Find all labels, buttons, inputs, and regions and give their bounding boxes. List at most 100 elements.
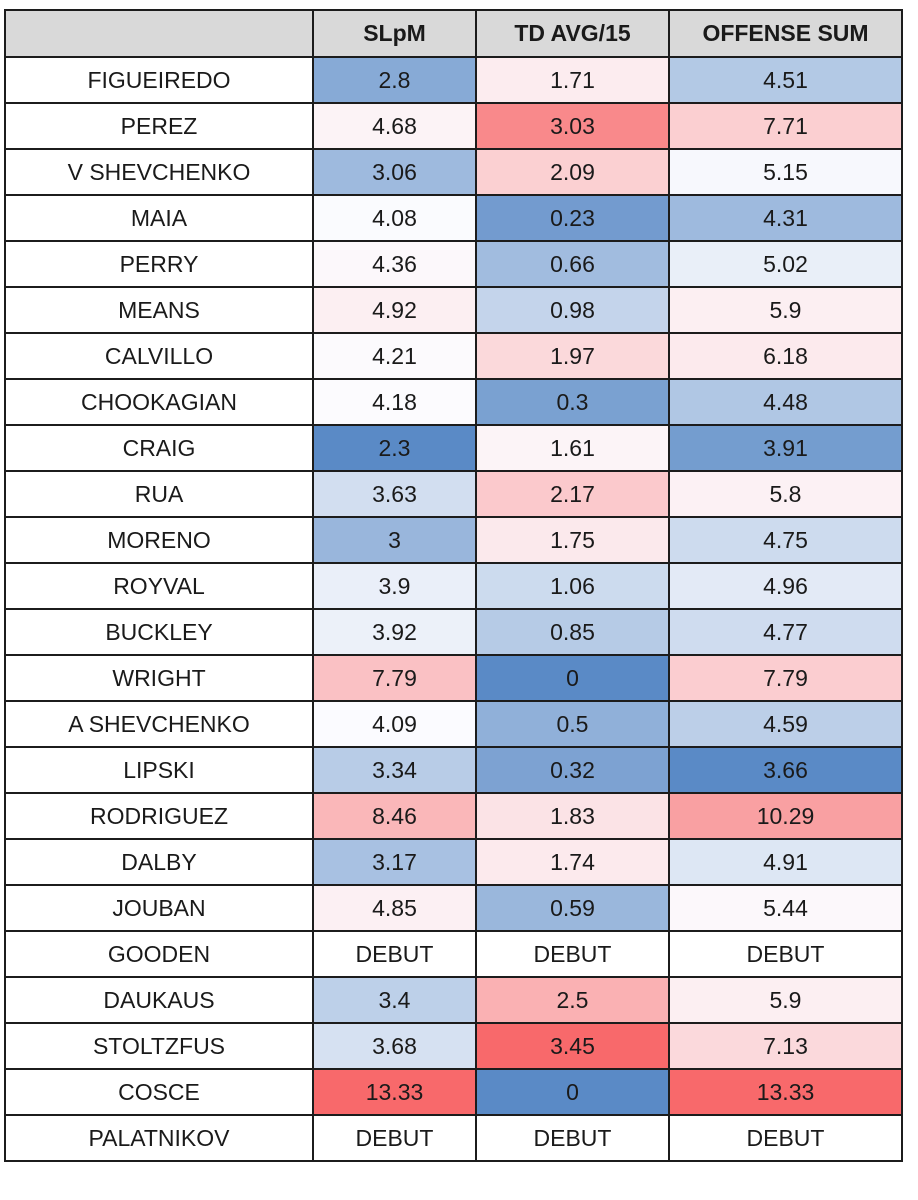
table-row: MEANS 4.92 0.98 5.9 (4, 286, 903, 334)
table-row: CHOOKAGIAN 4.18 0.3 4.48 (4, 378, 903, 426)
fighter-name-cell: CHOOKAGIAN (4, 378, 314, 426)
td-avg-cell: 2.17 (475, 470, 670, 518)
table-row: LIPSKI 3.34 0.32 3.66 (4, 746, 903, 794)
slpm-cell: 3.63 (312, 470, 477, 518)
table-row: MAIA 4.08 0.23 4.31 (4, 194, 903, 242)
td-avg-cell: DEBUT (475, 1114, 670, 1162)
offense-sum-cell: 4.48 (668, 378, 903, 426)
offense-sum-cell: 4.31 (668, 194, 903, 242)
slpm-cell: 4.09 (312, 700, 477, 748)
table-row: ROYVAL 3.9 1.06 4.96 (4, 562, 903, 610)
table-row: MORENO 3 1.75 4.75 (4, 516, 903, 564)
fighter-name-cell: MEANS (4, 286, 314, 334)
offense-sum-cell: 5.02 (668, 240, 903, 288)
fighter-name-cell: ROYVAL (4, 562, 314, 610)
td-avg-cell: 3.45 (475, 1022, 670, 1070)
slpm-cell: 3.9 (312, 562, 477, 610)
slpm-cell: 4.18 (312, 378, 477, 426)
table-row: A SHEVCHENKO 4.09 0.5 4.59 (4, 700, 903, 748)
td-avg-cell: 0.98 (475, 286, 670, 334)
fighter-name-cell: STOLTZFUS (4, 1022, 314, 1070)
slpm-cell: 4.36 (312, 240, 477, 288)
fighter-name-cell: MAIA (4, 194, 314, 242)
td-avg-cell: DEBUT (475, 930, 670, 978)
table-body: FIGUEIREDO 2.8 1.71 4.51 PEREZ 4.68 3.03 7.71 V … (4, 56, 903, 1162)
table-row: CRAIG 2.3 1.61 3.91 (4, 424, 903, 472)
td-avg-cell: 1.97 (475, 332, 670, 380)
header-cell-offense-sum: OFFENSE SUM (668, 9, 903, 58)
slpm-cell: 3.34 (312, 746, 477, 794)
offense-sum-cell: 5.9 (668, 286, 903, 334)
table-row: JOUBAN 4.85 0.59 5.44 (4, 884, 903, 932)
fighter-name-cell: CRAIG (4, 424, 314, 472)
slpm-cell: 3.17 (312, 838, 477, 886)
offense-sum-cell: 6.18 (668, 332, 903, 380)
offense-sum-cell: 4.91 (668, 838, 903, 886)
offense-sum-cell: 7.13 (668, 1022, 903, 1070)
header-cell-td-avg: TD AVG/15 (475, 9, 670, 58)
offense-sum-cell: 3.66 (668, 746, 903, 794)
table-row: CALVILLO 4.21 1.97 6.18 (4, 332, 903, 380)
offense-sum-cell: 4.51 (668, 56, 903, 104)
stats-table: SLpM TD AVG/15 OFFENSE SUM FIGUEIREDO 2.8… (4, 9, 903, 1162)
fighter-name-cell: DALBY (4, 838, 314, 886)
table-row: PALATNIKOV DEBUT DEBUT DEBUT (4, 1114, 903, 1162)
fighter-name-cell: JOUBAN (4, 884, 314, 932)
fighter-name-cell: GOODEN (4, 930, 314, 978)
fighter-name-cell: WRIGHT (4, 654, 314, 702)
table-row: PERRY 4.36 0.66 5.02 (4, 240, 903, 288)
offense-sum-cell: 7.71 (668, 102, 903, 150)
offense-sum-cell: 5.8 (668, 470, 903, 518)
slpm-cell: DEBUT (312, 930, 477, 978)
td-avg-cell: 1.83 (475, 792, 670, 840)
table-row: GOODEN DEBUT DEBUT DEBUT (4, 930, 903, 978)
table-row: WRIGHT 7.79 0 7.79 (4, 654, 903, 702)
offense-sum-cell: 10.29 (668, 792, 903, 840)
table-row: FIGUEIREDO 2.8 1.71 4.51 (4, 56, 903, 104)
fighter-name-cell: LIPSKI (4, 746, 314, 794)
fighter-name-cell: PEREZ (4, 102, 314, 150)
td-avg-cell: 1.06 (475, 562, 670, 610)
slpm-cell: 3.4 (312, 976, 477, 1024)
slpm-cell: 3.92 (312, 608, 477, 656)
fighter-name-cell: FIGUEIREDO (4, 56, 314, 104)
td-avg-cell: 2.09 (475, 148, 670, 196)
fighter-name-cell: DAUKAUS (4, 976, 314, 1024)
td-avg-cell: 3.03 (475, 102, 670, 150)
table-row: RODRIGUEZ 8.46 1.83 10.29 (4, 792, 903, 840)
offense-sum-cell: 4.75 (668, 516, 903, 564)
slpm-cell: 4.08 (312, 194, 477, 242)
slpm-cell: 2.3 (312, 424, 477, 472)
offense-sum-cell: 13.33 (668, 1068, 903, 1116)
table-row: DAUKAUS 3.4 2.5 5.9 (4, 976, 903, 1024)
td-avg-cell: 0.3 (475, 378, 670, 426)
fighter-name-cell: PALATNIKOV (4, 1114, 314, 1162)
slpm-cell: 3 (312, 516, 477, 564)
offense-sum-cell: 4.59 (668, 700, 903, 748)
fighter-name-cell: A SHEVCHENKO (4, 700, 314, 748)
fighter-name-cell: BUCKLEY (4, 608, 314, 656)
offense-sum-cell: 5.9 (668, 976, 903, 1024)
fighter-name-cell: RUA (4, 470, 314, 518)
td-avg-cell: 2.5 (475, 976, 670, 1024)
table-row: V SHEVCHENKO 3.06 2.09 5.15 (4, 148, 903, 196)
slpm-cell: 3.06 (312, 148, 477, 196)
slpm-cell: 4.85 (312, 884, 477, 932)
td-avg-cell: 0.32 (475, 746, 670, 794)
offense-sum-cell: 3.91 (668, 424, 903, 472)
td-avg-cell: 1.71 (475, 56, 670, 104)
td-avg-cell: 0.59 (475, 884, 670, 932)
td-avg-cell: 1.61 (475, 424, 670, 472)
header-cell-name (4, 9, 314, 58)
td-avg-cell: 0.85 (475, 608, 670, 656)
fighter-name-cell: MORENO (4, 516, 314, 564)
td-avg-cell: 0.5 (475, 700, 670, 748)
table-row: BUCKLEY 3.92 0.85 4.77 (4, 608, 903, 656)
slpm-cell: 2.8 (312, 56, 477, 104)
slpm-cell: 4.68 (312, 102, 477, 150)
slpm-cell: 13.33 (312, 1068, 477, 1116)
offense-sum-cell: 7.79 (668, 654, 903, 702)
td-avg-cell: 0 (475, 654, 670, 702)
offense-sum-cell: 4.96 (668, 562, 903, 610)
header-cell-slpm: SLpM (312, 9, 477, 58)
